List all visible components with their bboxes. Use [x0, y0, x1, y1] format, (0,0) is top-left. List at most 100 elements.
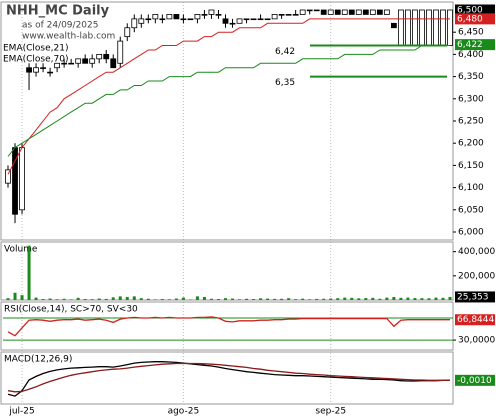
panel-title: Volume	[4, 245, 38, 255]
y-tick-label: 6,250	[458, 117, 484, 127]
candle-body	[208, 9, 215, 15]
candle-body	[419, 9, 425, 46]
candle-body	[334, 9, 341, 15]
volume-bar	[441, 297, 445, 300]
candle-body	[348, 9, 355, 15]
candle-body	[397, 9, 404, 46]
volume-bar	[287, 298, 291, 300]
candle-body	[82, 58, 89, 64]
candle-body	[68, 62, 75, 65]
candle-body	[131, 18, 138, 29]
volume-bar	[259, 298, 263, 300]
volume-bar	[308, 299, 312, 300]
volume-bar	[322, 298, 326, 300]
candle-body	[117, 40, 124, 64]
candle-body	[166, 14, 173, 20]
volume-bar	[329, 298, 333, 300]
candle-body	[250, 18, 257, 21]
candle-body	[390, 22, 397, 29]
volume-bar	[146, 298, 150, 300]
candle-body	[278, 14, 285, 16]
series-line	[7, 316, 450, 337]
candle-body	[271, 14, 278, 20]
candle-body	[215, 14, 222, 16]
volume-bar	[83, 299, 87, 300]
volume-bar	[448, 296, 452, 300]
candle-body	[440, 9, 446, 46]
volume-bar	[118, 296, 122, 300]
volume-bar	[216, 299, 220, 300]
chart-subtitle: as of 24/09/2025	[22, 21, 98, 31]
volume-bar	[315, 298, 319, 300]
volume-bar	[371, 297, 375, 300]
volume-bar	[252, 299, 256, 300]
candle-body	[243, 18, 250, 21]
volume-bar	[13, 292, 17, 300]
volume-bar	[392, 296, 396, 300]
last-value-box	[455, 39, 495, 51]
annotation-label: 6,42	[275, 47, 295, 57]
volume-bar	[27, 245, 31, 300]
candle-body	[236, 18, 243, 24]
candle-body	[285, 14, 292, 16]
candle-body	[194, 14, 201, 20]
x-tick-label: jul-25	[8, 407, 34, 417]
last-value-label: 6,480	[457, 14, 483, 24]
candle-body	[47, 71, 53, 74]
candle-body	[264, 18, 271, 21]
candle-body	[54, 62, 61, 69]
volume-bar	[62, 298, 66, 300]
volume-bar	[273, 298, 277, 300]
last-value-box	[455, 374, 495, 386]
volume-bar	[76, 297, 80, 300]
candle-body	[383, 9, 390, 15]
y-tick-label: 400,000	[458, 247, 495, 257]
candle-body	[341, 9, 348, 15]
legend-entry: EMA(Close,70)	[3, 55, 68, 65]
volume-bar	[209, 298, 213, 300]
candle-body	[138, 18, 145, 24]
candle-body	[103, 53, 110, 60]
last-value-box	[455, 13, 495, 25]
candle-body	[292, 14, 299, 16]
volume-bar	[413, 298, 417, 300]
candle-body	[433, 9, 439, 46]
candle-body	[412, 9, 418, 46]
volume-bar	[245, 298, 249, 300]
legend-entry: EMA(Close,21)	[3, 44, 68, 54]
candle-body	[405, 9, 411, 46]
last-value-label: -0,0010	[457, 376, 492, 386]
volume-bar	[195, 296, 199, 300]
volume-bar	[406, 297, 410, 300]
annotation-label: 6,35	[275, 78, 295, 88]
volume-bar	[160, 299, 164, 300]
volume-bar	[364, 298, 368, 300]
volume-bar	[111, 297, 115, 300]
last-value-label: 25,353	[457, 292, 489, 302]
volume-bar	[280, 298, 284, 300]
volume-bar	[139, 298, 143, 300]
last-value-box	[455, 291, 495, 303]
volume-bar	[181, 297, 185, 300]
volume-bar	[223, 298, 227, 300]
volume-bar	[294, 299, 298, 300]
volume-bar	[125, 296, 129, 300]
candle-body	[40, 67, 46, 69]
y-tick-label: 6,300	[458, 94, 484, 104]
chart-title: NHH_MC Daily	[6, 4, 110, 19]
last-value-label: 6,422	[457, 40, 483, 50]
candle-body	[306, 9, 313, 12]
volume-bar	[48, 298, 52, 300]
last-value-box	[455, 4, 495, 16]
volume-bar	[167, 299, 171, 300]
candle-body	[96, 53, 103, 60]
volume-bar	[343, 297, 347, 300]
candle-body	[152, 14, 159, 20]
panel-frame	[0, 241, 454, 301]
volume-bar	[420, 298, 424, 300]
series-line	[7, 361, 450, 397]
y-tick-label: 6,450	[458, 28, 484, 38]
candle-body	[145, 18, 152, 21]
series-line	[7, 18, 450, 175]
